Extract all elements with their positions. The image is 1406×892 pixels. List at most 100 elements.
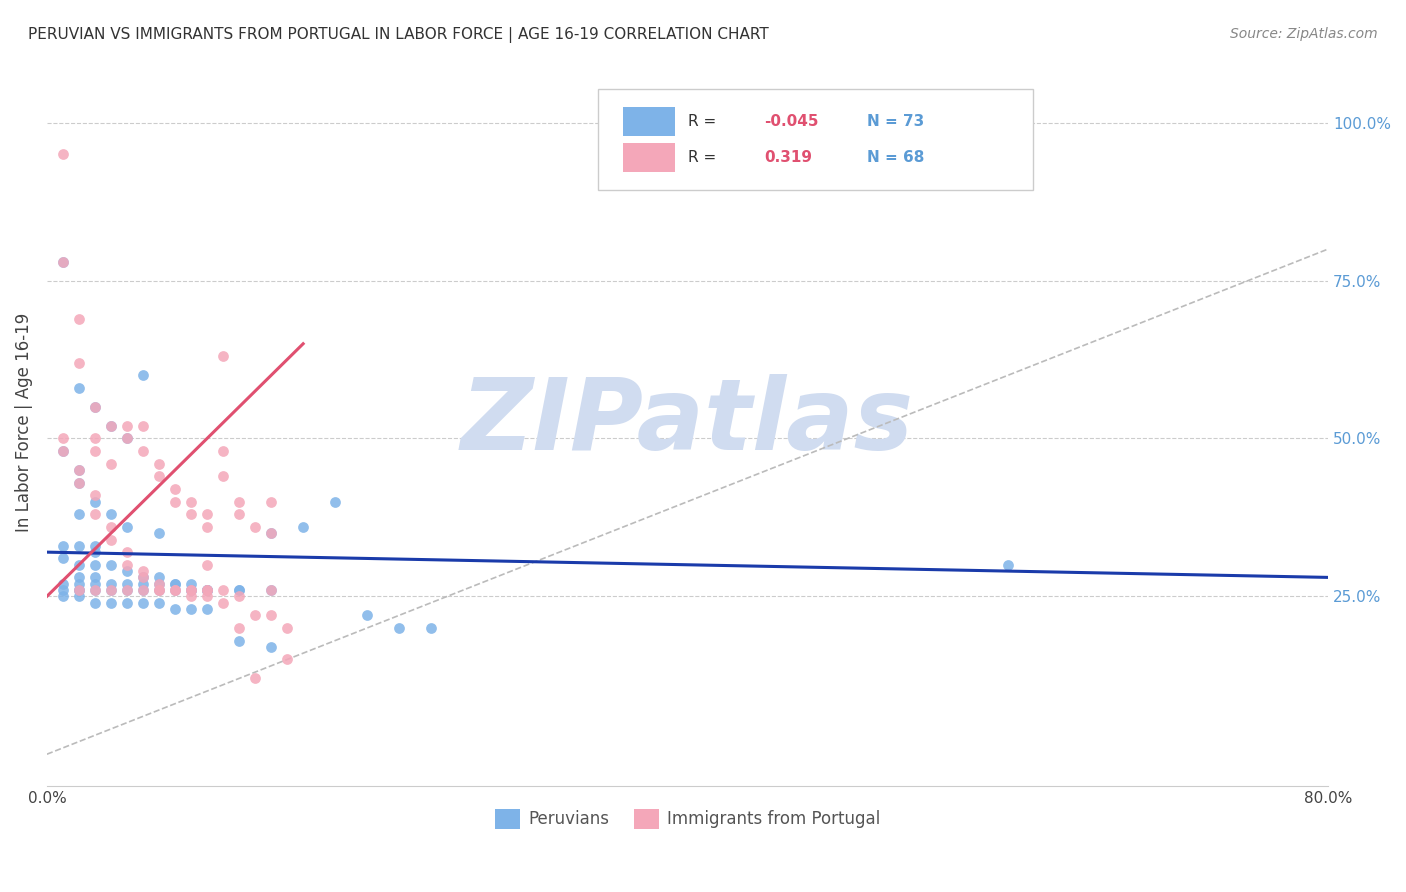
Point <box>997 558 1019 572</box>
Point <box>52 590 75 604</box>
Point <box>260 526 283 541</box>
Point <box>84 432 107 446</box>
Point <box>67 463 90 477</box>
Point <box>163 582 186 597</box>
Point <box>67 311 90 326</box>
FancyBboxPatch shape <box>623 107 675 136</box>
Point <box>195 582 218 597</box>
Point <box>100 418 122 433</box>
Point <box>84 444 107 458</box>
Point <box>67 582 90 597</box>
Point <box>260 640 283 654</box>
Point <box>67 475 90 490</box>
Point <box>163 576 186 591</box>
Point <box>52 582 75 597</box>
Point <box>100 576 122 591</box>
Point <box>148 576 170 591</box>
Point <box>260 582 283 597</box>
Point <box>52 576 75 591</box>
Point <box>212 596 235 610</box>
Point <box>84 508 107 522</box>
Point <box>212 444 235 458</box>
Y-axis label: In Labor Force | Age 16-19: In Labor Force | Age 16-19 <box>15 313 32 533</box>
Point <box>52 147 75 161</box>
Point <box>115 432 138 446</box>
Point <box>180 576 202 591</box>
Text: Source: ZipAtlas.com: Source: ZipAtlas.com <box>1230 27 1378 41</box>
Point <box>115 576 138 591</box>
Point <box>260 526 283 541</box>
Point <box>180 582 202 597</box>
Point <box>260 582 283 597</box>
Point <box>356 608 378 623</box>
Point <box>100 520 122 534</box>
Point <box>84 400 107 414</box>
Point <box>212 582 235 597</box>
Text: R =: R = <box>688 150 721 165</box>
Text: R =: R = <box>688 114 721 128</box>
Point <box>67 558 90 572</box>
Point <box>132 576 155 591</box>
Point <box>100 533 122 547</box>
Point <box>323 494 346 508</box>
Point <box>195 582 218 597</box>
Point <box>84 494 107 508</box>
Point <box>388 621 411 635</box>
Point <box>132 444 155 458</box>
Text: PERUVIAN VS IMMIGRANTS FROM PORTUGAL IN LABOR FORCE | AGE 16-19 CORRELATION CHAR: PERUVIAN VS IMMIGRANTS FROM PORTUGAL IN … <box>28 27 769 43</box>
Point <box>52 539 75 553</box>
Point <box>148 457 170 471</box>
Point <box>84 539 107 553</box>
Point <box>195 508 218 522</box>
Point <box>115 558 138 572</box>
Point <box>52 551 75 566</box>
Point <box>67 475 90 490</box>
Point <box>163 482 186 496</box>
Point <box>180 582 202 597</box>
FancyBboxPatch shape <box>623 143 675 172</box>
Point <box>212 469 235 483</box>
Point <box>132 418 155 433</box>
Point <box>84 558 107 572</box>
Point <box>243 672 266 686</box>
Point <box>132 570 155 584</box>
Point <box>195 582 218 597</box>
Point <box>195 602 218 616</box>
Point <box>100 582 122 597</box>
Point <box>180 494 202 508</box>
Point <box>100 418 122 433</box>
Point <box>67 590 90 604</box>
Point <box>163 602 186 616</box>
Point <box>84 545 107 559</box>
Point <box>228 582 250 597</box>
Point <box>243 520 266 534</box>
Point <box>84 570 107 584</box>
Point <box>132 564 155 578</box>
Point <box>67 576 90 591</box>
Point <box>84 400 107 414</box>
Point <box>228 508 250 522</box>
Point <box>84 582 107 597</box>
Point <box>52 432 75 446</box>
FancyBboxPatch shape <box>598 88 1033 190</box>
Point <box>148 576 170 591</box>
Point <box>195 590 218 604</box>
Text: N = 68: N = 68 <box>868 150 924 165</box>
Point <box>180 582 202 597</box>
Point <box>100 457 122 471</box>
Point <box>163 576 186 591</box>
Point <box>67 539 90 553</box>
Point <box>195 520 218 534</box>
Point <box>180 582 202 597</box>
Point <box>195 582 218 597</box>
Point <box>67 356 90 370</box>
Point <box>180 590 202 604</box>
Point <box>420 621 443 635</box>
Point <box>84 596 107 610</box>
Point <box>260 608 283 623</box>
Point <box>84 582 107 597</box>
Point <box>115 564 138 578</box>
Point <box>148 469 170 483</box>
Point <box>148 526 170 541</box>
Point <box>52 254 75 268</box>
